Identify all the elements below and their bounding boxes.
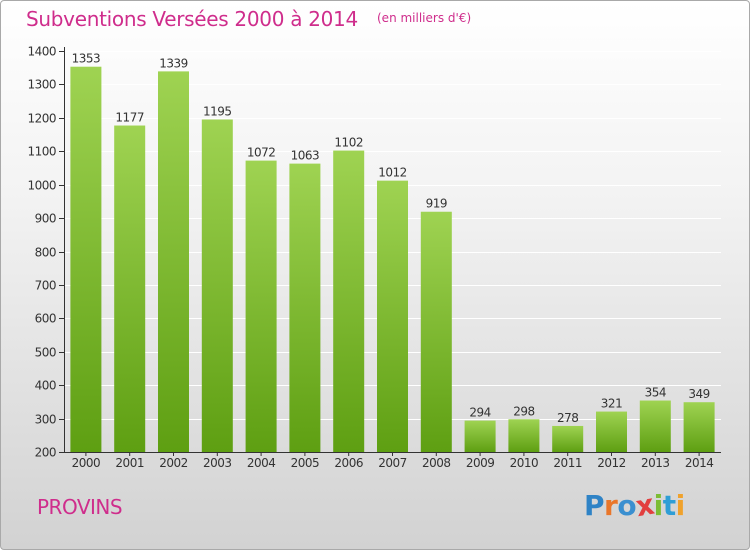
bar-value-label: 1063 (291, 149, 320, 163)
bar (639, 400, 671, 452)
bar (158, 71, 189, 453)
bar-value-label: 1353 (72, 52, 101, 66)
y-tick-label: 1100 (27, 145, 56, 159)
bar (683, 402, 715, 452)
x-tick-label: 2004 (247, 456, 276, 470)
y-tick-label: 1000 (27, 179, 56, 193)
bar (333, 150, 365, 452)
x-tick-label: 2008 (422, 456, 451, 470)
y-tick-label: 300 (35, 413, 56, 427)
bar-value-label: 1102 (334, 136, 363, 150)
x-tick-label: 2007 (378, 456, 407, 470)
x-tick-label: 2010 (510, 456, 539, 470)
x-tick-label: 2012 (597, 456, 626, 470)
bar (289, 163, 321, 452)
y-tick-label: 1300 (27, 78, 56, 92)
bar-value-label: 349 (688, 387, 709, 401)
bar-value-label: 1012 (378, 166, 407, 180)
bar-value-label: 1072 (247, 146, 276, 160)
bar (377, 180, 408, 452)
x-tick-label: 2003 (203, 456, 232, 470)
bar (420, 211, 452, 452)
town-name: PROVINS (37, 495, 123, 519)
bar-value-label: 278 (557, 411, 578, 425)
bar (70, 66, 102, 452)
bar (201, 119, 233, 453)
x-tick-label: 2006 (334, 456, 363, 470)
y-tick-label: 400 (35, 379, 56, 393)
x-tick-label: 2013 (641, 456, 670, 470)
bar-value-label: 354 (645, 386, 666, 400)
x-tick-label: 2002 (159, 456, 188, 470)
bar-value-label: 919 (426, 197, 447, 211)
bar-value-label: 1195 (203, 105, 232, 119)
bar (464, 420, 496, 452)
bar-value-label: 294 (469, 406, 490, 420)
x-tick-label: 2011 (553, 456, 582, 470)
bar (552, 425, 584, 452)
y-tick-label: 500 (35, 346, 56, 360)
title-row: Subventions Versées 2000 à 2014 (en mill… (26, 7, 471, 31)
unit-note: (en milliers d'€) (377, 11, 472, 25)
y-tick-label: 600 (35, 312, 56, 326)
y-tick-label: 1200 (27, 112, 56, 126)
bar (596, 411, 627, 452)
chart-title: Subventions Versées 2000 à 2014 (26, 7, 358, 31)
bar (508, 419, 540, 452)
bars: 1353 1177 1339 1195 1072 1063 1102 1012 919 294 29… (70, 52, 715, 453)
bar-value-label: 1339 (159, 56, 188, 70)
bar-value-label: 1177 (115, 111, 144, 125)
y-tick-label: 200 (35, 446, 56, 460)
x-tick-label: 2009 (466, 456, 495, 470)
x-tick-label: 2005 (291, 456, 320, 470)
x-tick-label: 2000 (72, 456, 101, 470)
y-tick-label: 800 (35, 246, 56, 260)
bar-value-label: 298 (513, 404, 534, 418)
bar-value-label: 321 (601, 397, 622, 411)
y-tick-label: 700 (35, 279, 56, 293)
proxiti-logo: Proxiti (584, 487, 685, 524)
y-tick-label: 900 (35, 212, 56, 226)
axes: 200 300 400 500 600 700 800 900 1000 1100 1200 1300… (27, 45, 721, 470)
bar (114, 125, 146, 452)
y-tick-label: 1400 (27, 45, 56, 59)
x-tick-label: 2001 (115, 456, 144, 470)
x-tick-label: 2014 (685, 456, 714, 470)
bar (245, 160, 277, 452)
